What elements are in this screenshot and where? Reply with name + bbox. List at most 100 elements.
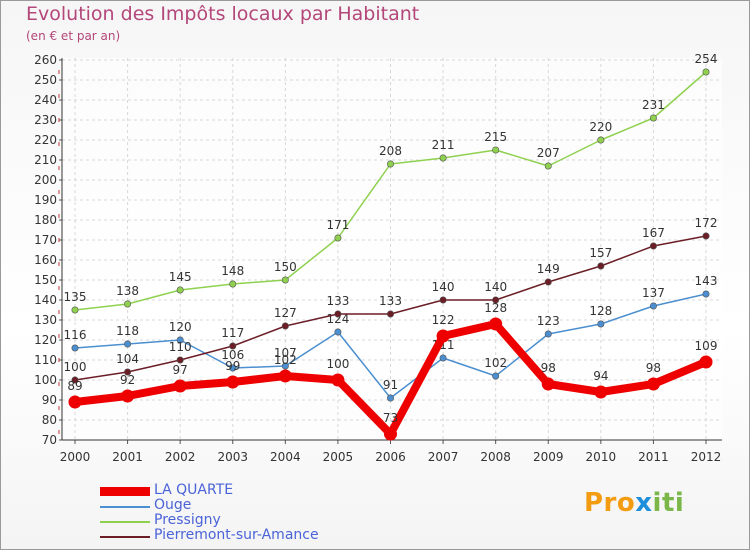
data-point-la-quarte-2009 — [541, 377, 555, 391]
data-point-pierremont-sur-amance-2000 — [71, 376, 79, 384]
data-point-la-quarte-2011 — [646, 377, 660, 391]
data-label-pierremont-sur-amance-2002: 110 — [169, 340, 192, 354]
data-point-pierremont-sur-amance-2010 — [597, 262, 605, 270]
data-label-pressigny-2001: 138 — [116, 284, 139, 298]
y-tick-label-150: 150 — [34, 273, 57, 287]
data-label-pressigny-2006: 208 — [379, 144, 402, 158]
y-tick-label-110: 110 — [34, 353, 57, 367]
data-label-la-quarte-2004: 102 — [274, 353, 297, 367]
data-label-ouge-2001: 118 — [116, 324, 139, 338]
data-point-pierremont-sur-amance-2002 — [176, 356, 184, 364]
data-point-ouge-2002 — [176, 336, 184, 344]
x-tick-label-2009: 2009 — [533, 450, 564, 464]
data-label-pressigny-2010: 220 — [589, 120, 612, 134]
data-label-pierremont-sur-amance-2008: 140 — [484, 280, 507, 294]
data-label-la-quarte-2012: 109 — [695, 339, 718, 353]
data-label-ouge-2010: 128 — [589, 304, 612, 318]
x-tick-label-2005: 2005 — [323, 450, 354, 464]
data-point-pierremont-sur-amance-2004 — [281, 322, 289, 330]
data-point-pierremont-sur-amance-2003 — [229, 342, 237, 350]
data-point-ouge-2012 — [702, 290, 710, 298]
data-label-pierremont-sur-amance-2010: 157 — [589, 246, 612, 260]
y-tick-label-170: 170 — [34, 233, 57, 247]
data-point-la-quarte-2002 — [173, 379, 187, 393]
data-point-ouge-2000 — [71, 344, 79, 352]
y-tick-label-230: 230 — [34, 113, 57, 127]
data-label-ouge-2004: 107 — [274, 346, 297, 360]
data-label-pressigny-2009: 207 — [537, 146, 560, 160]
data-point-ouge-2004 — [281, 362, 289, 370]
legend-swatch-ouge — [100, 506, 150, 508]
data-point-pressigny-2011 — [649, 114, 657, 122]
x-tick-label-2000: 2000 — [60, 450, 91, 464]
data-label-pierremont-sur-amance-2003: 117 — [221, 326, 244, 340]
legend-label-pierremont: Pierremont-sur-Amance — [154, 527, 319, 543]
y-tick-label-180: 180 — [34, 213, 57, 227]
data-label-pressigny-2011: 231 — [642, 98, 665, 112]
data-label-pierremont-sur-amance-2004: 127 — [274, 306, 297, 320]
data-point-la-quarte-2001 — [121, 389, 135, 403]
y-tick-label-140: 140 — [34, 293, 57, 307]
data-point-ouge-2005 — [334, 328, 342, 336]
data-point-la-quarte-2008 — [489, 317, 503, 331]
data-point-pierremont-sur-amance-2006 — [386, 310, 394, 318]
data-label-ouge-2003: 106 — [221, 348, 244, 362]
data-label-ouge-2006: 91 — [383, 378, 398, 392]
data-label-ouge-2002: 120 — [169, 320, 192, 334]
data-point-pressigny-2008 — [492, 146, 500, 154]
data-point-la-quarte-2000 — [68, 395, 82, 409]
data-label-pierremont-sur-amance-2011: 167 — [642, 226, 665, 240]
y-tick-label-70: 70 — [42, 433, 57, 447]
x-tick-label-2012: 2012 — [691, 450, 722, 464]
data-label-la-quarte-2005: 100 — [326, 357, 349, 371]
data-label-la-quarte-2003: 99 — [225, 359, 240, 373]
data-point-ouge-2010 — [597, 320, 605, 328]
legend-swatch-pressigny — [100, 521, 150, 523]
data-point-pressigny-2005 — [334, 234, 342, 242]
data-label-ouge-2009: 123 — [537, 314, 560, 328]
logo-part-2: x — [635, 488, 653, 518]
data-point-ouge-2001 — [124, 340, 132, 348]
data-label-ouge-2000: 116 — [64, 328, 87, 342]
data-label-ouge-2011: 137 — [642, 286, 665, 300]
data-point-ouge-2011 — [649, 302, 657, 310]
x-tick-label-2003: 2003 — [217, 450, 248, 464]
x-tick-label-2010: 2010 — [586, 450, 617, 464]
legend-swatch-pierremont — [100, 536, 150, 538]
data-point-ouge-2008 — [492, 372, 500, 380]
data-label-pierremont-sur-amance-2001: 104 — [116, 352, 139, 366]
data-point-pressigny-2003 — [229, 280, 237, 288]
logo-part-3: iti — [652, 488, 685, 518]
data-point-la-quarte-2003 — [226, 375, 240, 389]
data-label-ouge-2012: 143 — [695, 274, 718, 288]
data-point-pierremont-sur-amance-2007 — [439, 296, 447, 304]
data-label-la-quarte-2006: 73 — [383, 411, 398, 425]
data-point-pressigny-2001 — [124, 300, 132, 308]
legend-label-ouge: Ouge — [154, 497, 192, 513]
data-point-pierremont-sur-amance-2008 — [492, 296, 500, 304]
data-label-pressigny-2002: 145 — [169, 270, 192, 284]
data-label-pierremont-sur-amance-2007: 140 — [432, 280, 455, 294]
y-tick-label-160: 160 — [34, 253, 57, 267]
data-label-pierremont-sur-amance-2005: 133 — [326, 294, 349, 308]
y-tick-label-80: 80 — [42, 413, 57, 427]
y-tick-label-90: 90 — [42, 393, 57, 407]
data-label-pierremont-sur-amance-2012: 172 — [695, 216, 718, 230]
proxiti-logo[interactable]: Proxiti — [584, 488, 684, 518]
data-point-pierremont-sur-amance-2009 — [544, 278, 552, 286]
data-label-pressigny-2005: 171 — [326, 218, 349, 232]
data-point-la-quarte-2007 — [436, 329, 450, 343]
y-tick-label-120: 120 — [34, 333, 57, 347]
data-point-pressigny-2006 — [386, 160, 394, 168]
x-tick-label-2007: 2007 — [428, 450, 459, 464]
data-point-ouge-2003 — [229, 364, 237, 372]
x-tick-label-2004: 2004 — [270, 450, 301, 464]
data-point-pressigny-2000 — [71, 306, 79, 314]
data-point-la-quarte-2012 — [699, 355, 713, 369]
data-label-pressigny-2004: 150 — [274, 260, 297, 274]
plot-area — [62, 58, 722, 440]
y-tick-label-250: 250 — [34, 73, 57, 87]
y-tick-label-260: 260 — [34, 53, 57, 67]
data-label-la-quarte-2009: 98 — [541, 361, 556, 375]
data-point-ouge-2007 — [439, 354, 447, 362]
